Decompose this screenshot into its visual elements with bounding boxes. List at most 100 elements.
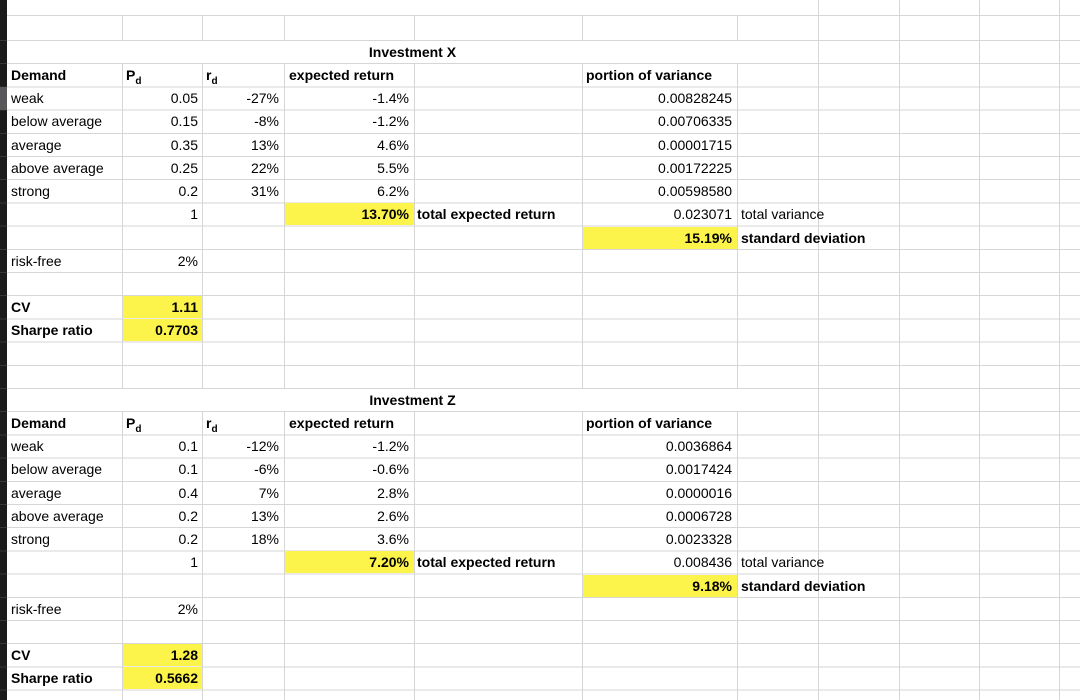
invx-row-below-r[interactable]: -8% <box>254 113 279 129</box>
invx-sharpe-label[interactable]: Sharpe ratio <box>11 322 93 338</box>
invx-total-expected-return-label[interactable]: total expected return <box>417 206 556 222</box>
invz-row-strong-variance[interactable]: 0.0023328 <box>665 531 732 547</box>
invx-row-above-variance[interactable]: 0.00172225 <box>658 160 732 176</box>
invz-total-variance-label[interactable]: total variance <box>741 554 825 570</box>
invz-title-cell[interactable]: Investment Z <box>369 392 456 408</box>
invx-row-weak-r[interactable]: -27% <box>246 90 279 106</box>
invx-row-above-demand[interactable]: above average <box>11 160 104 176</box>
invz-row-weak-demand[interactable]: weak <box>11 438 44 454</box>
invx-row-strong-variance[interactable]: 0.00598580 <box>658 183 732 199</box>
invz-risk-free-label[interactable]: risk-free <box>11 601 62 617</box>
invz-row-weak-r[interactable]: -12% <box>246 438 279 454</box>
invz-row-above-expected-return[interactable]: 2.6% <box>377 508 409 524</box>
invz-total-variance-value[interactable]: 0.008436 <box>673 554 732 570</box>
invz-sharpe-label[interactable]: Sharpe ratio <box>11 670 93 686</box>
invx-row-average-p[interactable]: 0.35 <box>170 137 198 153</box>
invx-row-above-p[interactable]: 0.25 <box>170 160 198 176</box>
invx-row-above-r[interactable]: 22% <box>250 160 279 176</box>
pd-base: P <box>126 67 136 83</box>
invx-sharpe-value[interactable]: 0.7703 <box>123 319 202 341</box>
invx-row-below-p[interactable]: 0.15 <box>170 113 198 129</box>
invz-row-strong-r[interactable]: 18% <box>250 531 279 547</box>
invx-row-average-expected-return[interactable]: 4.6% <box>377 137 409 153</box>
invz-row-average-p[interactable]: 0.4 <box>178 485 198 501</box>
invz-standard-deviation-value[interactable]: 9.18% <box>583 575 737 597</box>
invz-header-expected-return-cell[interactable]: expected return <box>289 415 395 431</box>
invz-row-average-r[interactable]: 7% <box>258 485 279 501</box>
invz-row-strong-demand[interactable]: strong <box>11 531 50 547</box>
invz-row-above-r[interactable]: 13% <box>250 508 279 524</box>
invx-header-pd-cell[interactable]: Pd <box>126 64 142 87</box>
invx-row-weak-variance[interactable]: 0.00828245 <box>658 90 732 106</box>
blank-region-investment-z-row <box>7 389 818 411</box>
invz-risk-free-value[interactable]: 2% <box>177 601 198 617</box>
invx-total-variance-value[interactable]: 0.023071 <box>673 206 732 222</box>
invz-row-weak-p[interactable]: 0.1 <box>178 438 198 454</box>
invz-total-expected-return-label[interactable]: total expected return <box>417 554 556 570</box>
invz-row-above-variance[interactable]: 0.0006728 <box>665 508 732 524</box>
invx-risk-free-label[interactable]: risk-free <box>11 253 62 269</box>
invz-row-below-demand[interactable]: below average <box>11 461 103 477</box>
invx-total-expected-return-value[interactable]: 13.70% <box>285 203 414 225</box>
invx-row-weak-expected-return[interactable]: -1.4% <box>372 90 409 106</box>
invz-row-below-p[interactable]: 0.1 <box>178 461 198 477</box>
invz-row-below-r[interactable]: -6% <box>254 461 279 477</box>
invx-header-demand-cell[interactable]: Demand <box>11 67 67 83</box>
invx-row-average-variance[interactable]: 0.00001715 <box>658 137 732 153</box>
invx-p-total-cell[interactable]: 1 <box>190 206 198 222</box>
invz-row-below-expected-return[interactable]: -0.6% <box>372 461 409 477</box>
invx-row-below-variance[interactable]: 0.00706335 <box>658 113 732 129</box>
invz-p-total-cell[interactable]: 1 <box>190 554 198 570</box>
invx-header-portion-variance-cell[interactable]: portion of variance <box>586 67 713 83</box>
invz-row-average-expected-return[interactable]: 2.8% <box>377 485 409 501</box>
invz-header-demand-cell[interactable]: Demand <box>11 415 67 431</box>
invz-row-strong-expected-return[interactable]: 3.6% <box>377 531 409 547</box>
invz-sharpe-value[interactable]: 0.5662 <box>123 667 202 689</box>
pd-subscript: d <box>135 75 142 87</box>
invx-total-variance-label[interactable]: total variance <box>741 206 825 222</box>
invz-row-above-demand[interactable]: above average <box>11 508 104 524</box>
invx-header-rd-cell[interactable]: rd <box>206 64 218 87</box>
invz-cv-label[interactable]: CV <box>11 647 31 663</box>
rd-subscript: d <box>211 423 218 435</box>
invx-row-strong-demand[interactable]: strong <box>11 183 50 199</box>
invx-cv-label[interactable]: CV <box>11 299 31 315</box>
invz-header-rd-cell[interactable]: rd <box>206 412 218 435</box>
rd-base: r <box>206 67 212 83</box>
invz-header-pd-cell[interactable]: Pd <box>126 412 142 435</box>
invx-row-above-expected-return[interactable]: 5.5% <box>377 160 409 176</box>
invz-row-average-demand[interactable]: average <box>11 485 62 501</box>
invx-row-strong-r[interactable]: 31% <box>250 183 279 199</box>
invx-standard-deviation-label[interactable]: standard deviation <box>741 230 866 246</box>
invx-row-average-demand[interactable]: average <box>11 137 62 153</box>
rd-subscript: d <box>211 75 218 87</box>
invx-row-strong-expected-return[interactable]: 6.2% <box>377 183 409 199</box>
invx-header-expected-return-cell[interactable]: expected return <box>289 67 395 83</box>
pd-subscript: d <box>135 423 142 435</box>
invx-cv-value[interactable]: 1.11 <box>123 296 202 318</box>
invz-row-strong-p[interactable]: 0.2 <box>178 531 198 547</box>
invx-row-weak-p[interactable]: 0.05 <box>170 90 198 106</box>
blank-region-investment-x-row <box>7 41 818 63</box>
invz-row-below-variance[interactable]: 0.0017424 <box>665 461 732 477</box>
invx-title-cell[interactable]: Investment X <box>368 44 457 60</box>
invx-risk-free-value[interactable]: 2% <box>177 253 198 269</box>
invz-total-expected-return-value[interactable]: 7.20% <box>285 551 414 573</box>
invz-row-above-p[interactable]: 0.2 <box>178 508 198 524</box>
left-edge-strip-highlight <box>0 87 7 110</box>
left-edge-strip <box>0 0 7 700</box>
invx-row-strong-p[interactable]: 0.2 <box>178 183 198 199</box>
invx-row-below-demand[interactable]: below average <box>11 113 103 129</box>
invx-standard-deviation-value[interactable]: 15.19% <box>583 227 737 249</box>
pd-base: P <box>126 415 136 431</box>
invz-cv-value[interactable]: 1.28 <box>123 644 202 666</box>
invx-row-below-expected-return[interactable]: -1.2% <box>372 113 409 129</box>
invz-row-average-variance[interactable]: 0.0000016 <box>665 485 732 501</box>
invz-row-weak-variance[interactable]: 0.0036864 <box>665 438 732 454</box>
invz-row-weak-expected-return[interactable]: -1.2% <box>372 438 409 454</box>
invz-header-portion-variance-cell[interactable]: portion of variance <box>586 415 713 431</box>
invx-row-weak-demand[interactable]: weak <box>11 90 44 106</box>
invz-standard-deviation-label[interactable]: standard deviation <box>741 578 866 594</box>
invx-row-average-r[interactable]: 13% <box>250 137 279 153</box>
